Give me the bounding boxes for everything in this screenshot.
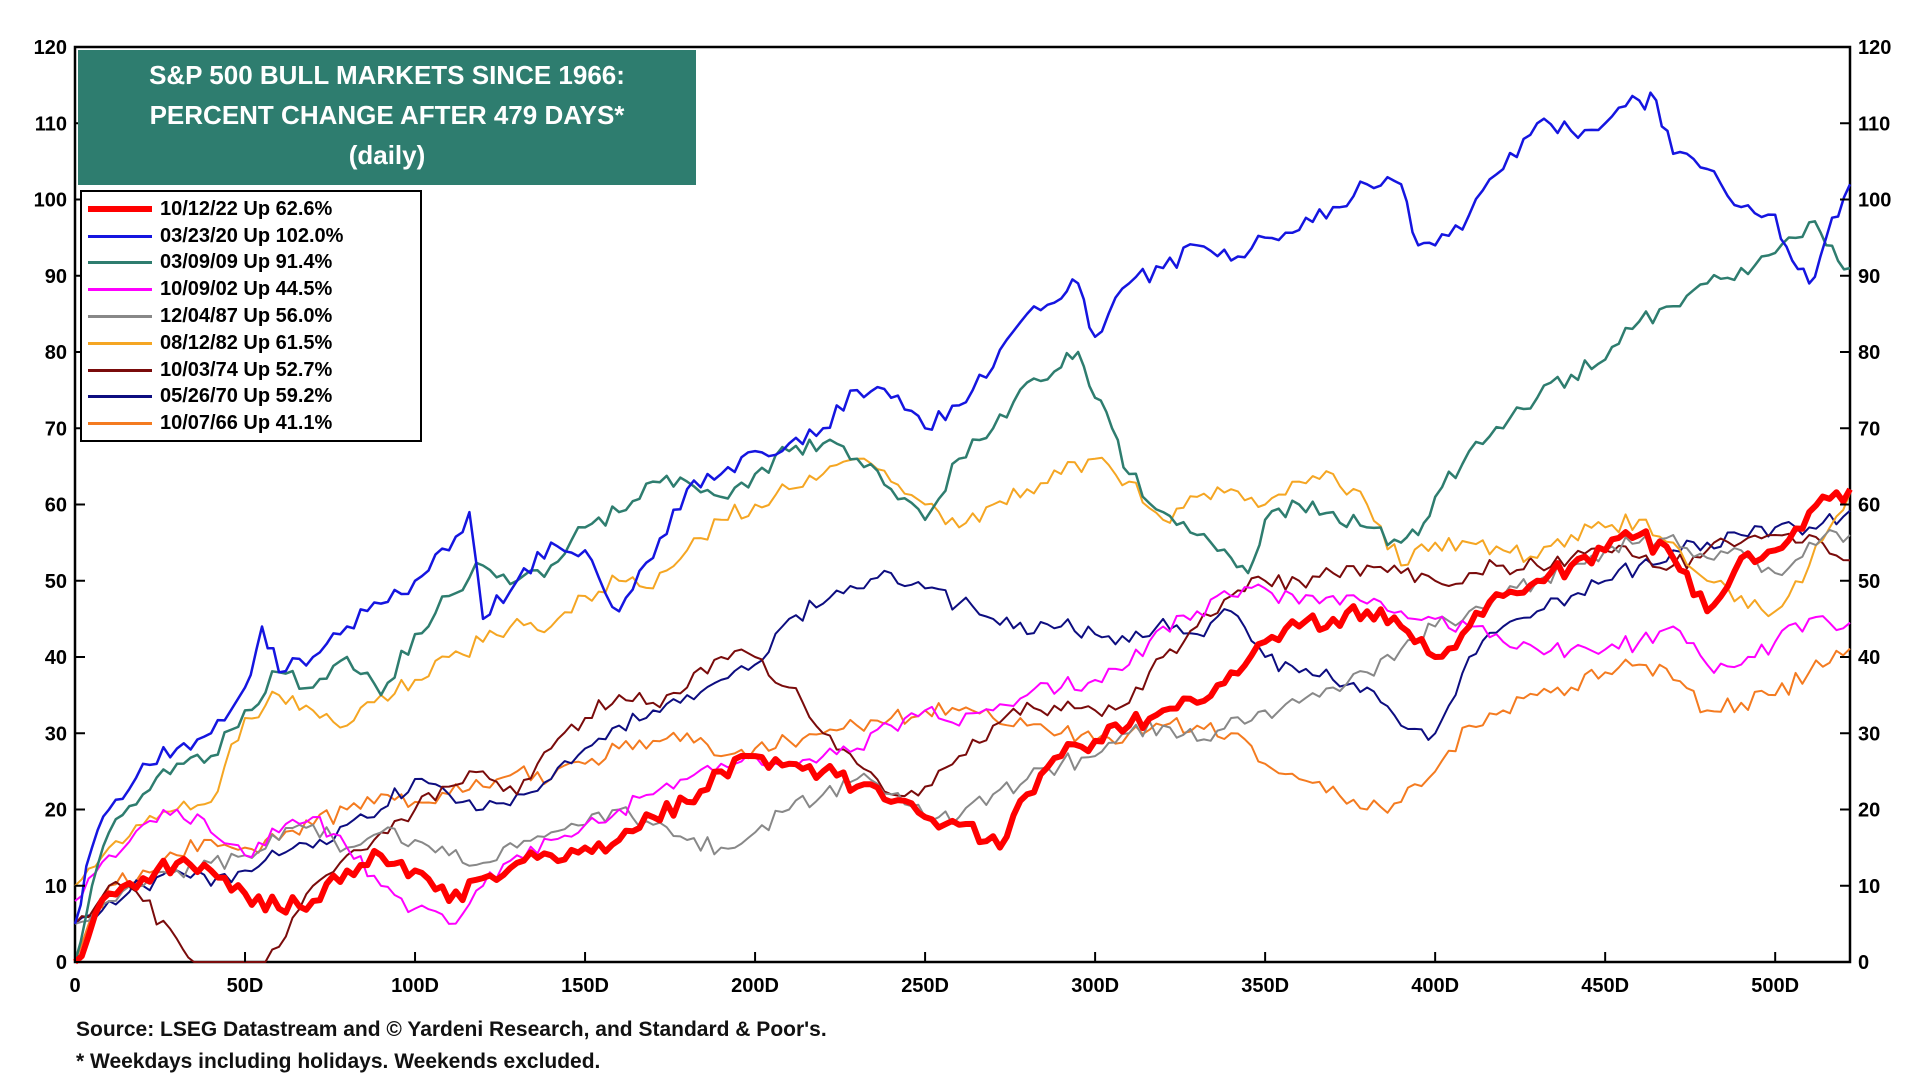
x-tick-label: 250D	[901, 975, 949, 997]
legend-item: 03/23/20 Up 102.0%	[88, 223, 420, 250]
legend-label: 08/12/82 Up 61.5%	[160, 331, 333, 354]
y-tick-label-right: 80	[1858, 342, 1880, 364]
series-line-6	[74, 532, 1851, 963]
series-line-1	[73, 91, 1852, 925]
y-tick-label-left: 60	[45, 495, 67, 517]
series-lines	[73, 91, 1853, 965]
legend-swatch	[88, 206, 152, 213]
series-line-7	[74, 509, 1851, 925]
legend-swatch	[88, 288, 152, 292]
legend-swatch	[88, 341, 152, 345]
y-tick-label-left: 110	[35, 113, 67, 135]
y-tick-label-right: 60	[1858, 495, 1880, 517]
legend-item: 10/09/02 Up 44.5%	[88, 276, 420, 303]
series-line-4	[74, 529, 1851, 925]
footnote: * Weekdays including holidays. Weekends …	[76, 1050, 601, 1073]
chart-title-line-2: PERCENT CHANGE AFTER 479 DAYS*	[149, 100, 625, 130]
y-tick-label-left: 120	[34, 37, 67, 59]
x-tick-label: 450D	[1581, 975, 1629, 997]
x-tick-label: 300D	[1071, 975, 1119, 997]
legend-swatch	[88, 234, 152, 238]
series-line-2	[73, 220, 1851, 963]
legend-swatch	[88, 315, 152, 319]
y-tick-label-left: 10	[45, 876, 67, 898]
chart-title-line-1: S&P 500 BULL MARKETS SINCE 1966:	[149, 60, 625, 90]
series-line-3	[74, 583, 1851, 925]
x-tick-label: 150D	[561, 975, 609, 997]
x-tick-label: 350D	[1241, 975, 1289, 997]
series-line-5	[74, 456, 1851, 887]
x-tick-label: 400D	[1411, 975, 1459, 997]
legend-item: 10/12/22 Up 62.6%	[88, 196, 420, 223]
legend-label: 03/23/20 Up 102.0%	[160, 224, 344, 247]
source-note: Source: LSEG Datastream and © Yardeni Re…	[76, 1018, 827, 1041]
x-tick-label: 100D	[391, 975, 439, 997]
legend-swatch	[88, 368, 152, 372]
legend-item: 08/12/82 Up 61.5%	[88, 330, 420, 357]
y-tick-label-left: 90	[45, 266, 67, 288]
y-tick-label-left: 50	[45, 571, 67, 593]
x-tick-label: 500D	[1751, 975, 1799, 997]
y-tick-label-right: 20	[1858, 800, 1880, 822]
y-tick-label-left: 0	[56, 952, 67, 974]
legend-label: 10/07/66 Up 41.1%	[160, 412, 333, 435]
y-tick-label-left: 100	[34, 190, 67, 212]
chart-title-line-3: (daily)	[348, 140, 426, 170]
legend-label: 03/09/09 Up 91.4%	[160, 251, 333, 274]
y-tick-label-right: 100	[1858, 190, 1891, 212]
legend-item: 10/03/74 Up 52.7%	[88, 357, 420, 384]
y-tick-label-right: 70	[1858, 418, 1880, 440]
legend-item: 12/04/87 Up 56.0%	[88, 303, 420, 330]
y-tick-label-right: 120	[1858, 37, 1891, 59]
legend-label: 05/26/70 Up 59.2%	[160, 385, 333, 408]
y-tick-label-right: 40	[1858, 647, 1880, 669]
legend-label: 12/04/87 Up 56.0%	[160, 305, 333, 328]
legend-swatch	[88, 395, 152, 399]
legend-label: 10/09/02 Up 44.5%	[160, 278, 333, 301]
legend-item: 05/26/70 Up 59.2%	[88, 384, 420, 411]
y-tick-label-left: 80	[45, 342, 67, 364]
x-tick-label: 50D	[227, 975, 264, 997]
legend: 10/12/22 Up 62.6% 03/23/20 Up 102.0% 03/09…	[80, 190, 422, 442]
legend-swatch	[88, 261, 152, 265]
legend-item: 10/07/66 Up 41.1%	[88, 410, 420, 437]
y-tick-label-left: 70	[45, 418, 67, 440]
legend-label: 10/12/22 Up 62.6%	[160, 197, 333, 220]
legend-item: 03/09/09 Up 91.4%	[88, 250, 420, 277]
x-tick-label: 200D	[731, 975, 779, 997]
y-tick-label-left: 40	[45, 647, 67, 669]
y-tick-label-right: 30	[1858, 723, 1880, 745]
y-tick-label-right: 90	[1858, 266, 1880, 288]
y-tick-label-left: 30	[45, 723, 67, 745]
series-line-0	[73, 487, 1853, 965]
chart-title: S&P 500 BULL MARKETS SINCE 1966: PERCENT…	[78, 50, 696, 185]
y-tick-label-right: 110	[1858, 113, 1890, 135]
y-tick-label-right: 10	[1858, 876, 1880, 898]
series-line-8	[74, 647, 1851, 963]
x-tick-label: 0	[69, 975, 80, 997]
legend-swatch	[88, 422, 152, 426]
legend-label: 10/03/74 Up 52.7%	[160, 358, 333, 381]
y-tick-label-right: 50	[1858, 571, 1880, 593]
y-tick-label-left: 20	[45, 800, 67, 822]
y-tick-label-right: 0	[1858, 952, 1869, 974]
